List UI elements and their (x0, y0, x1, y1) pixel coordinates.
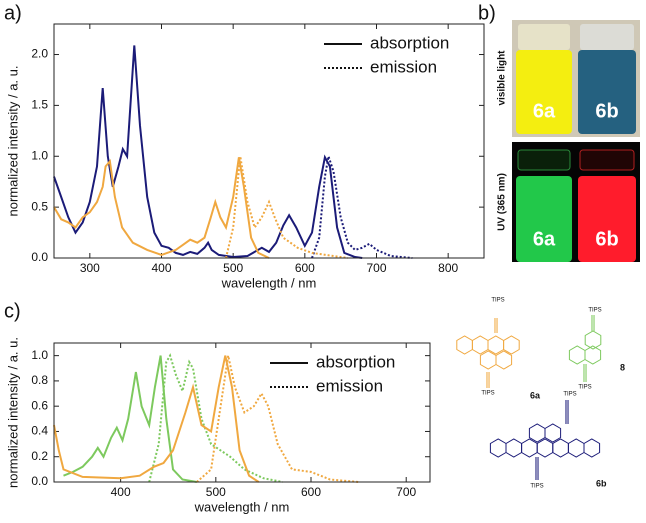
y-tick-label: 1.5 (31, 98, 48, 112)
panel-label: c) (4, 300, 21, 322)
compound-label: 6b (596, 478, 607, 488)
ring (568, 345, 586, 365)
vial-neck (518, 24, 570, 50)
vial-neck (579, 149, 635, 171)
y-tick-label: 0.0 (31, 474, 48, 488)
x-tick-label: 400 (111, 485, 131, 499)
vial (578, 50, 636, 134)
x-tick-label: 500 (223, 261, 243, 275)
ring (479, 350, 497, 370)
panel-label: a) (4, 2, 22, 24)
series-line (53, 45, 363, 259)
sample-label: 6a (533, 100, 556, 122)
series-line (196, 355, 359, 483)
vial (578, 176, 636, 262)
x-tick-label: 700 (396, 485, 416, 499)
ring (536, 438, 554, 458)
y-axis-label: normalized intensity / a. u. (5, 65, 20, 216)
plot-frame (53, 342, 431, 483)
vial-neck (580, 24, 634, 50)
y-axis-label: normalized intensity / a. u. (5, 337, 20, 488)
substituent: TIPS (491, 298, 504, 304)
ring (489, 438, 507, 458)
y-tick-label: 2.0 (31, 47, 48, 61)
ring (583, 438, 601, 458)
sample-label: 6b (595, 228, 618, 250)
ring (487, 335, 505, 355)
photo-caption: visible light (497, 50, 508, 106)
ring (521, 438, 538, 458)
y-tick-label: 1.0 (31, 348, 48, 362)
series-line (63, 355, 197, 483)
y-tick-label: 0.5 (31, 199, 48, 213)
photo-caption: UV (365 nm) (497, 173, 508, 231)
plot-frame (53, 23, 485, 259)
x-tick-label: 600 (301, 485, 321, 499)
panel-label: b) (478, 2, 496, 24)
substituent: TIPS (481, 391, 494, 397)
vial (516, 176, 572, 262)
x-tick-label: 500 (206, 485, 226, 499)
ring (505, 438, 523, 458)
ring (456, 335, 473, 355)
x-tick-label: 300 (80, 261, 100, 275)
photo-panel: b) 6a 6b visible light 6a 6b UV (365 nm) (478, 2, 640, 262)
y-tick-label: 0.0 (31, 250, 48, 264)
ring (528, 423, 546, 443)
x-tick-label: 400 (151, 261, 171, 275)
substituent: TIPS (530, 484, 543, 490)
compound-label: 8 (620, 362, 625, 372)
sample-label: 6b (595, 100, 618, 122)
ring (552, 438, 569, 458)
series-line (53, 157, 270, 259)
ring (495, 350, 513, 370)
x-axis-label: wavelength / nm (221, 275, 317, 290)
series-line (311, 155, 413, 259)
x-tick-label: 800 (438, 261, 458, 275)
y-tick-label: 0.2 (31, 449, 48, 463)
vial-neck (517, 149, 571, 171)
x-tick-label: 600 (295, 261, 315, 275)
ring (584, 330, 602, 350)
series-line (53, 355, 260, 483)
sample-label: 6a (533, 228, 556, 250)
ring (544, 423, 562, 443)
legend-label: absorption (316, 352, 395, 371)
series-line (225, 156, 348, 259)
ring (584, 345, 602, 365)
vial (516, 50, 572, 134)
ring (471, 335, 489, 355)
legend-label: absorption (370, 33, 449, 52)
ring (567, 438, 585, 458)
y-tick-label: 1.0 (31, 148, 48, 162)
substituent: TIPS (578, 385, 591, 391)
y-tick-label: 0.4 (31, 424, 48, 438)
y-tick-label: 0.8 (31, 373, 48, 387)
ring (503, 335, 520, 355)
y-tick-label: 0.6 (31, 398, 48, 412)
legend-label: emission (316, 376, 383, 395)
x-tick-label: 700 (366, 261, 386, 275)
series-line (148, 353, 283, 483)
compound-label: 6a (530, 390, 541, 400)
substituent: TIPS (588, 308, 601, 314)
x-axis-label: wavelength / nm (194, 499, 290, 514)
legend-label: emission (370, 57, 437, 76)
substituent: TIPS (563, 392, 576, 398)
